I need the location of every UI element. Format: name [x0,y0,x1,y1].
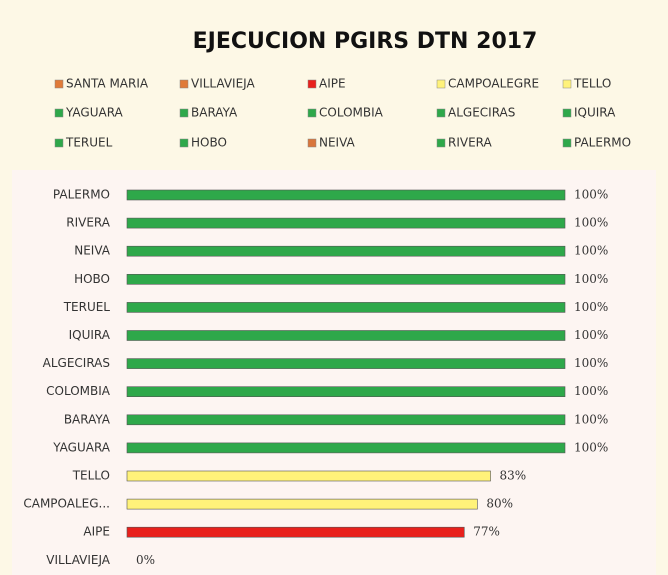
legend-swatch [307,138,317,148]
value-label: 100% [574,328,608,342]
bar [126,189,566,201]
legend-label: BARAYA [191,106,238,120]
y-tick-label: PALERMO [53,188,110,202]
bar [126,273,566,285]
legend-swatch [436,108,446,118]
y-tick-label: NEIVA [74,244,111,258]
legend-label: CAMPOALEGRE [448,77,539,91]
legend-swatch [54,108,64,118]
y-tick-label: ALGECIRAS [43,356,110,370]
legend-swatch [562,108,572,118]
legend-label: AIPE [319,77,346,91]
bar [126,358,566,369]
legend-swatch [179,138,189,148]
legend-label: TERUEL [65,136,113,150]
bar [126,526,465,538]
value-label: 100% [574,384,608,398]
legend-label: SANTA MARIA [66,77,149,91]
legend-label: IQUIRA [574,106,616,120]
legend-swatch [436,138,446,148]
y-tick-label: YAGUARA [52,440,111,454]
legend-swatch [179,79,189,89]
value-label: 83% [500,469,527,483]
bar [126,245,566,257]
legend-label: ALGECIRAS [448,106,515,120]
y-tick-label: TELLO [72,469,110,483]
bar [126,414,566,426]
value-label: 100% [574,440,608,454]
value-label: 80% [486,497,513,511]
value-label: 100% [574,272,608,286]
bar [126,498,478,510]
y-tick-label: HOBO [74,272,110,286]
y-tick-label: AIPE [83,525,110,539]
legend-label: PALERMO [574,136,631,150]
legend-swatch [54,79,64,89]
bar [126,470,491,482]
chart-title: EJECUCION PGIRS DTN 2017 [193,29,538,54]
plot-area [12,170,656,575]
value-label: 100% [574,244,608,258]
legend-swatch [307,108,317,118]
y-tick-label: CAMPOALEG... [23,497,110,511]
value-label: 0% [136,553,155,567]
legend-swatch [54,138,64,148]
legend-swatch [562,79,572,89]
bar [126,442,566,454]
y-tick-label: RIVERA [66,216,111,230]
value-label: 100% [574,356,608,370]
legend-swatch [436,79,446,89]
y-tick-label: TERUEL [63,300,111,314]
y-tick-label: VILLAVIEJA [46,553,110,567]
value-label: 100% [574,216,608,230]
legend-label: TELLO [573,77,611,91]
y-tick-label: COLOMBIA [46,384,111,398]
bar [126,386,566,398]
y-tick-label: IQUIRA [69,328,111,342]
legend-label: RIVERA [448,136,493,150]
value-label: 100% [574,300,608,314]
legend-swatch [562,138,572,148]
legend-label: NEIVA [319,136,356,150]
legend-label: COLOMBIA [319,106,384,120]
y-tick-label: BARAYA [64,412,111,426]
legend-swatch [179,108,189,118]
legend-swatch [307,79,317,89]
legend-label: YAGUARA [65,106,124,120]
value-label: 77% [473,525,500,539]
bar [126,330,566,341]
legend-label: VILLAVIEJA [191,77,255,91]
legend-label: HOBO [191,136,227,150]
value-label: 100% [574,412,608,426]
value-label: 100% [574,188,608,202]
bar [126,217,566,229]
bar [126,302,566,313]
